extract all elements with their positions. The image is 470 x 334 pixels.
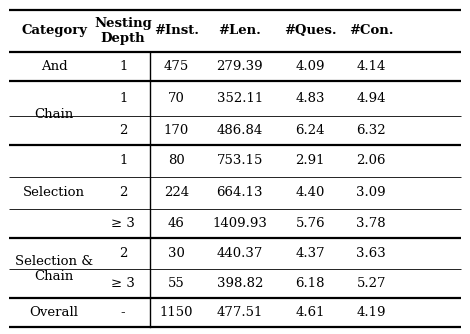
Text: 46: 46 — [168, 216, 185, 229]
Text: 1: 1 — [119, 154, 127, 167]
Text: 4.61: 4.61 — [296, 306, 325, 319]
Text: 2: 2 — [119, 186, 127, 199]
Text: 70: 70 — [168, 92, 185, 105]
Text: 1150: 1150 — [159, 306, 193, 319]
Text: ≥ 3: ≥ 3 — [111, 216, 135, 229]
Text: 477.51: 477.51 — [217, 306, 263, 319]
Text: 398.82: 398.82 — [217, 277, 263, 290]
Text: 440.37: 440.37 — [217, 247, 263, 260]
Text: Category: Category — [21, 24, 87, 37]
Text: -: - — [121, 306, 125, 319]
Text: 3.09: 3.09 — [356, 186, 386, 199]
Text: 6.18: 6.18 — [296, 277, 325, 290]
Text: 475: 475 — [164, 60, 189, 73]
Text: 486.84: 486.84 — [217, 124, 263, 137]
Text: #Len.: #Len. — [218, 24, 261, 37]
Text: Nesting
Depth: Nesting Depth — [94, 17, 152, 45]
Text: 4.37: 4.37 — [295, 247, 325, 260]
Text: 3.78: 3.78 — [356, 216, 386, 229]
Text: 5.27: 5.27 — [357, 277, 386, 290]
Text: Chain: Chain — [34, 108, 74, 121]
Text: 1409.93: 1409.93 — [212, 216, 267, 229]
Text: 5.76: 5.76 — [295, 216, 325, 229]
Text: 352.11: 352.11 — [217, 92, 263, 105]
Text: 80: 80 — [168, 154, 185, 167]
Text: Selection: Selection — [23, 186, 85, 199]
Text: #Con.: #Con. — [349, 24, 393, 37]
Text: 30: 30 — [168, 247, 185, 260]
Text: #Ques.: #Ques. — [284, 24, 337, 37]
Text: Overall: Overall — [30, 306, 78, 319]
Text: 664.13: 664.13 — [217, 186, 263, 199]
Text: 2.06: 2.06 — [357, 154, 386, 167]
Text: 6.32: 6.32 — [356, 124, 386, 137]
Text: 4.83: 4.83 — [296, 92, 325, 105]
Text: 2: 2 — [119, 247, 127, 260]
Text: #Inst.: #Inst. — [154, 24, 199, 37]
Text: 4.14: 4.14 — [357, 60, 386, 73]
Text: 4.94: 4.94 — [357, 92, 386, 105]
Text: 4.40: 4.40 — [296, 186, 325, 199]
Text: 1: 1 — [119, 60, 127, 73]
Text: Selection &
Chain: Selection & Chain — [15, 255, 93, 283]
Text: 4.09: 4.09 — [296, 60, 325, 73]
Text: 753.15: 753.15 — [217, 154, 263, 167]
Text: ≥ 3: ≥ 3 — [111, 277, 135, 290]
Text: 6.24: 6.24 — [296, 124, 325, 137]
Text: 1: 1 — [119, 92, 127, 105]
Text: 2: 2 — [119, 124, 127, 137]
Text: 224: 224 — [164, 186, 189, 199]
Text: 279.39: 279.39 — [216, 60, 263, 73]
Text: 170: 170 — [164, 124, 189, 137]
Text: And: And — [41, 60, 67, 73]
Text: 3.63: 3.63 — [356, 247, 386, 260]
Text: 55: 55 — [168, 277, 185, 290]
Text: 4.19: 4.19 — [357, 306, 386, 319]
Text: 2.91: 2.91 — [296, 154, 325, 167]
